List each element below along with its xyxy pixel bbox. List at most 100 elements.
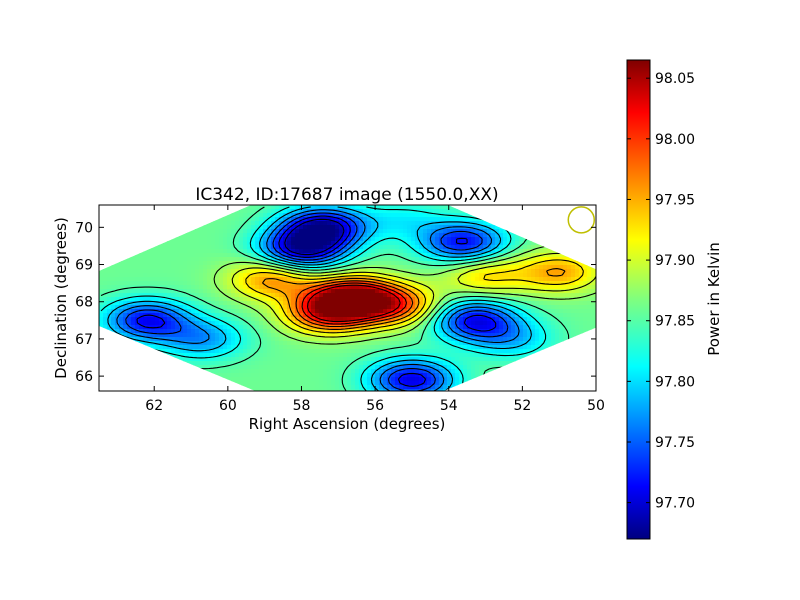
heatmap-cell bbox=[187, 325, 192, 330]
heatmap-cell bbox=[447, 321, 452, 326]
heatmap-cell bbox=[403, 265, 408, 270]
heatmap-cell bbox=[275, 333, 280, 338]
heatmap-cell bbox=[435, 341, 440, 346]
heatmap-cell bbox=[419, 305, 424, 310]
heatmap-cell bbox=[143, 289, 148, 294]
heatmap-cell bbox=[543, 265, 548, 270]
heatmap-cell bbox=[227, 337, 232, 342]
heatmap-cell bbox=[351, 297, 356, 302]
heatmap-cell bbox=[267, 329, 272, 334]
heatmap-cell bbox=[195, 317, 200, 322]
heatmap-cell bbox=[423, 209, 428, 214]
heatmap-cell bbox=[135, 297, 140, 302]
heatmap-cell bbox=[575, 265, 580, 270]
heatmap-cell bbox=[239, 349, 244, 354]
heatmap-cell bbox=[519, 265, 524, 270]
heatmap-cell bbox=[315, 281, 320, 286]
heatmap-cell bbox=[175, 253, 180, 258]
heatmap-cell bbox=[467, 237, 472, 242]
heatmap-cell bbox=[299, 297, 304, 302]
heatmap-cell bbox=[267, 313, 272, 318]
heatmap-cell bbox=[283, 317, 288, 322]
heatmap-cell bbox=[111, 293, 116, 298]
heatmap-cell bbox=[411, 301, 416, 306]
heatmap-cell bbox=[151, 249, 156, 254]
heatmap-cell bbox=[275, 361, 280, 366]
heatmap-cell bbox=[267, 269, 272, 274]
heatmap-cell bbox=[351, 301, 356, 306]
heatmap-cell bbox=[363, 209, 368, 214]
heatmap-cell bbox=[291, 285, 296, 290]
heatmap-cell bbox=[227, 221, 232, 226]
heatmap-cell bbox=[415, 321, 420, 326]
heatmap-cell bbox=[495, 361, 500, 366]
heatmap-cell bbox=[299, 277, 304, 282]
heatmap-cell bbox=[423, 285, 428, 290]
heatmap-cell bbox=[415, 333, 420, 338]
heatmap-cell bbox=[119, 277, 124, 282]
heatmap-cell bbox=[359, 213, 364, 218]
heatmap-cell bbox=[435, 221, 440, 226]
heatmap-cell bbox=[259, 349, 264, 354]
heatmap-cell bbox=[371, 261, 376, 266]
heatmap-cell bbox=[439, 257, 444, 262]
heatmap-cell bbox=[199, 261, 204, 266]
heatmap-cell bbox=[475, 321, 480, 326]
heatmap-cell bbox=[123, 273, 128, 278]
heatmap-cell bbox=[435, 253, 440, 258]
heatmap-cell bbox=[451, 325, 456, 330]
heatmap-cell bbox=[447, 205, 452, 210]
heatmap-cell bbox=[235, 305, 240, 310]
heatmap-cell bbox=[499, 357, 504, 362]
heatmap-cell bbox=[339, 353, 344, 358]
heatmap-cell bbox=[311, 221, 316, 226]
heatmap-cell bbox=[563, 289, 568, 294]
heatmap-cell bbox=[315, 285, 320, 290]
heatmap-cell bbox=[367, 349, 372, 354]
heatmap-cell bbox=[159, 261, 164, 266]
heatmap-cell bbox=[239, 317, 244, 322]
heatmap-cell bbox=[191, 301, 196, 306]
heatmap-cell bbox=[295, 297, 300, 302]
heatmap-cell bbox=[531, 273, 536, 278]
heatmap-cell bbox=[543, 325, 548, 330]
heatmap-cell bbox=[487, 281, 492, 286]
heatmap-cell bbox=[499, 313, 504, 318]
heatmap-cell bbox=[223, 297, 228, 302]
heatmap-cell bbox=[239, 293, 244, 298]
heatmap-cell bbox=[307, 329, 312, 334]
heatmap-cell bbox=[267, 209, 272, 214]
heatmap-cell bbox=[343, 229, 348, 234]
heatmap-cell bbox=[407, 277, 412, 282]
heatmap-cell bbox=[215, 341, 220, 346]
heatmap-cell bbox=[319, 209, 324, 214]
heatmap-cell bbox=[355, 301, 360, 306]
heatmap-cell bbox=[215, 253, 220, 258]
heatmap-cell bbox=[467, 329, 472, 334]
heatmap-cell bbox=[455, 249, 460, 254]
heatmap-cell bbox=[547, 317, 552, 322]
heatmap-cell bbox=[411, 225, 416, 230]
heatmap-cell bbox=[403, 273, 408, 278]
heatmap-cell bbox=[351, 229, 356, 234]
heatmap-cell bbox=[427, 309, 432, 314]
heatmap-cell bbox=[207, 289, 212, 294]
heatmap-cell bbox=[291, 237, 296, 242]
heatmap-cell bbox=[171, 245, 176, 250]
heatmap-cell bbox=[227, 277, 232, 282]
heatmap-cell bbox=[291, 297, 296, 302]
heatmap-cell bbox=[407, 305, 412, 310]
heatmap-cell bbox=[439, 221, 444, 226]
heatmap-cell bbox=[375, 249, 380, 254]
heatmap-cell bbox=[271, 337, 276, 342]
heatmap-cell bbox=[251, 237, 256, 242]
heatmap-cell bbox=[123, 321, 128, 326]
heatmap-cell bbox=[403, 209, 408, 214]
heatmap-cell bbox=[255, 301, 260, 306]
heatmap-cell bbox=[463, 301, 468, 306]
heatmap-cell bbox=[243, 285, 248, 290]
heatmap-cell bbox=[123, 289, 128, 294]
heatmap-cell bbox=[239, 353, 244, 358]
heatmap-cell bbox=[523, 349, 528, 354]
heatmap-cell bbox=[371, 237, 376, 242]
